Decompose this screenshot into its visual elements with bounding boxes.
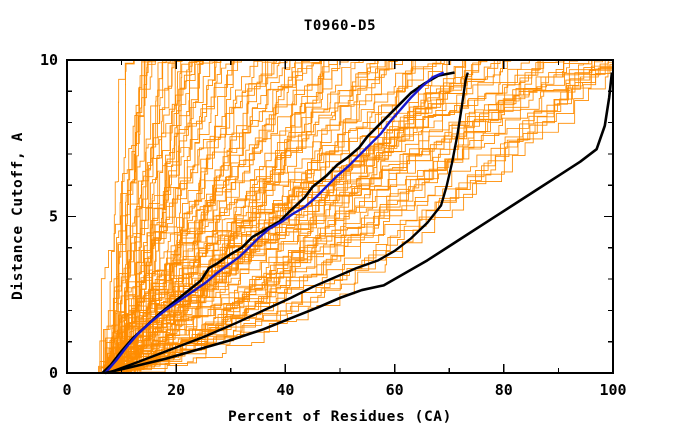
ensemble-curve: [105, 60, 156, 374]
reference-curve-reference-model-lower-black-a: [104, 72, 614, 375]
y-tick-label: 0: [49, 364, 58, 382]
ensemble-curve: [97, 60, 291, 374]
ensemble-curve: [105, 60, 614, 374]
ensemble-curve: [111, 60, 239, 374]
ensemble-curve: [109, 60, 614, 374]
ensemble-curve: [109, 60, 321, 374]
ensemble-curves: [97, 59, 614, 374]
ensemble-curve: [109, 60, 590, 374]
x-tick-label: 40: [276, 381, 294, 399]
x-tick-label: 80: [495, 381, 513, 399]
ensemble-curve: [97, 60, 596, 374]
x-tick-label: 100: [599, 381, 626, 399]
page-title: T0960-D5: [304, 18, 376, 34]
ensemble-curve: [113, 60, 604, 374]
ensemble-curve: [97, 60, 564, 374]
ensemble-curve: [98, 60, 222, 374]
ensemble-curve: [98, 60, 167, 374]
ensemble-curve: [102, 59, 225, 374]
ensemble-curve: [115, 60, 614, 374]
ensemble-curve: [103, 60, 134, 373]
ensemble-curve: [99, 60, 501, 374]
ensemble-curve: [101, 60, 593, 374]
ensemble-curve: [97, 60, 614, 374]
axis-tick-labels: 0 20 40 60 80 100 0 5 10: [40, 51, 627, 399]
ensemble-curve: [99, 60, 277, 373]
ensemble-curve: [99, 60, 204, 374]
ensemble-curve: [101, 60, 416, 374]
ensemble-curve: [97, 60, 560, 374]
ensemble-curve: [112, 60, 565, 374]
ensemble-curve: [118, 60, 330, 373]
x-axis-title: Percent of Residues (CA): [228, 409, 452, 425]
x-tick-label: 60: [386, 381, 404, 399]
axis-ticks: [66, 59, 614, 374]
ensemble-curve: [111, 60, 540, 374]
reference-curve-reference-model-lower-black-b: [107, 72, 469, 375]
ensemble-curve: [117, 60, 296, 374]
ensemble-curve: [105, 60, 544, 374]
y-tick-label: 5: [49, 208, 58, 226]
ensemble-curve: [117, 60, 614, 374]
ensemble-curve: [114, 60, 488, 374]
ensemble-curve: [105, 60, 191, 373]
ensemble-curve: [104, 60, 465, 374]
x-tick-label: 20: [167, 381, 185, 399]
ensemble-curve: [100, 60, 153, 374]
y-axis-title: Distance Cutoff, A: [10, 132, 26, 300]
ensemble-curve: [110, 60, 614, 374]
ensemble-curve: [115, 60, 275, 374]
ensemble-curve: [112, 60, 386, 374]
ensemble-curve: [114, 60, 614, 374]
ensemble-curve: [107, 60, 135, 373]
reference-curves: [101, 71, 614, 375]
ensemble-curve: [115, 60, 578, 374]
ensemble-curve: [97, 60, 193, 374]
x-tick-label: 0: [62, 381, 71, 399]
ensemble-curve: [104, 60, 176, 374]
reference-curve-reference-model-blue: [104, 71, 445, 374]
y-tick-label: 10: [40, 51, 58, 69]
